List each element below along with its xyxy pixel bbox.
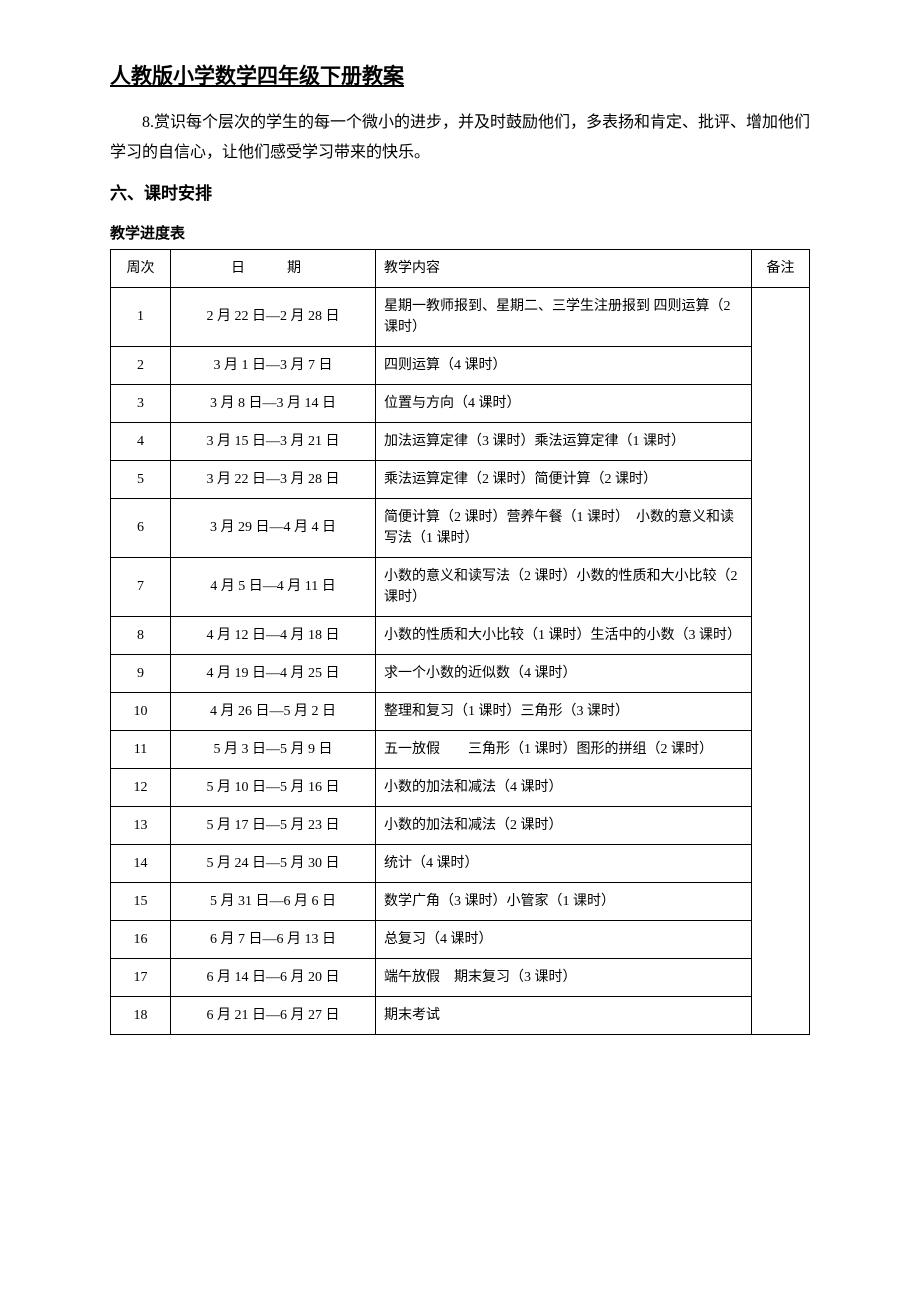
table-row: 94 月 19 日—4 月 25 日求一个小数的近似数（4 课时） [111, 654, 810, 692]
cell-week: 15 [111, 882, 171, 920]
table-row: 74 月 5 日—4 月 11 日小数的意义和读写法（2 课时）小数的性质和大小… [111, 557, 810, 616]
cell-date: 6 月 7 日—6 月 13 日 [171, 920, 376, 958]
cell-week: 9 [111, 654, 171, 692]
cell-date: 3 月 1 日—3 月 7 日 [171, 346, 376, 384]
col-date: 日 期 [171, 249, 376, 287]
cell-date: 5 月 10 日—5 月 16 日 [171, 768, 376, 806]
cell-date: 3 月 15 日—3 月 21 日 [171, 422, 376, 460]
col-note: 备注 [752, 249, 810, 287]
page: 人教版小学数学四年级下册教案 8.赏识每个层次的学生的每一个微小的进步，并及时鼓… [0, 0, 920, 1302]
cell-date: 4 月 12 日—4 月 18 日 [171, 616, 376, 654]
cell-date: 4 月 19 日—4 月 25 日 [171, 654, 376, 692]
cell-content: 五一放假 三角形（1 课时）图形的拼组（2 课时） [376, 730, 752, 768]
cell-week: 16 [111, 920, 171, 958]
cell-week: 13 [111, 806, 171, 844]
schedule-table: 周次 日 期 教学内容 备注 12 月 22 日—2 月 28 日星期一教师报到… [110, 249, 810, 1035]
cell-week: 3 [111, 384, 171, 422]
cell-week: 11 [111, 730, 171, 768]
cell-content: 小数的意义和读写法（2 课时）小数的性质和大小比较（2 课时） [376, 557, 752, 616]
cell-content: 简便计算（2 课时）营养午餐（1 课时） 小数的意义和读写法（1 课时） [376, 498, 752, 557]
cell-week: 10 [111, 692, 171, 730]
cell-content: 位置与方向（4 课时） [376, 384, 752, 422]
cell-week: 2 [111, 346, 171, 384]
cell-date: 4 月 5 日—4 月 11 日 [171, 557, 376, 616]
cell-content: 整理和复习（1 课时）三角形（3 课时） [376, 692, 752, 730]
cell-week: 7 [111, 557, 171, 616]
cell-date: 4 月 26 日—5 月 2 日 [171, 692, 376, 730]
table-row: 84 月 12 日—4 月 18 日小数的性质和大小比较（1 课时）生活中的小数… [111, 616, 810, 654]
cell-week: 17 [111, 958, 171, 996]
table-row: 23 月 1 日—3 月 7 日四则运算（4 课时） [111, 346, 810, 384]
table-row: 104 月 26 日—5 月 2 日整理和复习（1 课时）三角形（3 课时） [111, 692, 810, 730]
section-heading: 六、课时安排 [110, 179, 810, 204]
cell-content: 数学广角（3 课时）小管家（1 课时） [376, 882, 752, 920]
table-row: 63 月 29 日—4 月 4 日简便计算（2 课时）营养午餐（1 课时） 小数… [111, 498, 810, 557]
cell-week: 18 [111, 996, 171, 1034]
paragraph-8: 8.赏识每个层次的学生的每一个微小的进步，并及时鼓励他们，多表扬和肯定、批评、增… [110, 108, 810, 169]
cell-content: 期末考试 [376, 996, 752, 1034]
cell-content: 小数的加法和减法（2 课时） [376, 806, 752, 844]
table-row: 125 月 10 日—5 月 16 日小数的加法和减法（4 课时） [111, 768, 810, 806]
table-row: 33 月 8 日—3 月 14 日位置与方向（4 课时） [111, 384, 810, 422]
cell-date: 5 月 31 日—6 月 6 日 [171, 882, 376, 920]
table-row: 145 月 24 日—5 月 30 日统计（4 课时） [111, 844, 810, 882]
cell-week: 6 [111, 498, 171, 557]
cell-date: 5 月 3 日—5 月 9 日 [171, 730, 376, 768]
cell-content: 端午放假 期末复习（3 课时） [376, 958, 752, 996]
table-row: 166 月 7 日—6 月 13 日总复习（4 课时） [111, 920, 810, 958]
table-header-row: 周次 日 期 教学内容 备注 [111, 249, 810, 287]
cell-week: 1 [111, 287, 171, 346]
table-row: 135 月 17 日—5 月 23 日小数的加法和减法（2 课时） [111, 806, 810, 844]
table-caption: 教学进度表 [110, 222, 810, 243]
cell-content: 加法运算定律（3 课时）乘法运算定律（1 课时） [376, 422, 752, 460]
cell-note [752, 287, 810, 1034]
cell-content: 总复习（4 课时） [376, 920, 752, 958]
table-row: 115 月 3 日—5 月 9 日五一放假 三角形（1 课时）图形的拼组（2 课… [111, 730, 810, 768]
cell-content: 小数的性质和大小比较（1 课时）生活中的小数（3 课时） [376, 616, 752, 654]
cell-content: 星期一教师报到、星期二、三学生注册报到 四则运算（2 课时） [376, 287, 752, 346]
cell-date: 5 月 24 日—5 月 30 日 [171, 844, 376, 882]
cell-content: 小数的加法和减法（4 课时） [376, 768, 752, 806]
cell-week: 4 [111, 422, 171, 460]
cell-date: 3 月 22 日—3 月 28 日 [171, 460, 376, 498]
cell-week: 8 [111, 616, 171, 654]
cell-date: 6 月 14 日—6 月 20 日 [171, 958, 376, 996]
cell-week: 14 [111, 844, 171, 882]
cell-date: 3 月 29 日—4 月 4 日 [171, 498, 376, 557]
cell-date: 6 月 21 日—6 月 27 日 [171, 996, 376, 1034]
cell-date: 5 月 17 日—5 月 23 日 [171, 806, 376, 844]
table-row: 176 月 14 日—6 月 20 日端午放假 期末复习（3 课时） [111, 958, 810, 996]
cell-content: 四则运算（4 课时） [376, 346, 752, 384]
document-title: 人教版小学数学四年级下册教案 [110, 60, 810, 90]
cell-date: 2 月 22 日—2 月 28 日 [171, 287, 376, 346]
col-week: 周次 [111, 249, 171, 287]
table-row: 155 月 31 日—6 月 6 日数学广角（3 课时）小管家（1 课时） [111, 882, 810, 920]
table-row: 12 月 22 日—2 月 28 日星期一教师报到、星期二、三学生注册报到 四则… [111, 287, 810, 346]
cell-content: 乘法运算定律（2 课时）简便计算（2 课时） [376, 460, 752, 498]
cell-content: 求一个小数的近似数（4 课时） [376, 654, 752, 692]
cell-date: 3 月 8 日—3 月 14 日 [171, 384, 376, 422]
cell-content: 统计（4 课时） [376, 844, 752, 882]
cell-week: 12 [111, 768, 171, 806]
table-row: 53 月 22 日—3 月 28 日乘法运算定律（2 课时）简便计算（2 课时） [111, 460, 810, 498]
table-row: 43 月 15 日—3 月 21 日加法运算定律（3 课时）乘法运算定律（1 课… [111, 422, 810, 460]
col-content: 教学内容 [376, 249, 752, 287]
table-row: 186 月 21 日—6 月 27 日期末考试 [111, 996, 810, 1034]
cell-week: 5 [111, 460, 171, 498]
